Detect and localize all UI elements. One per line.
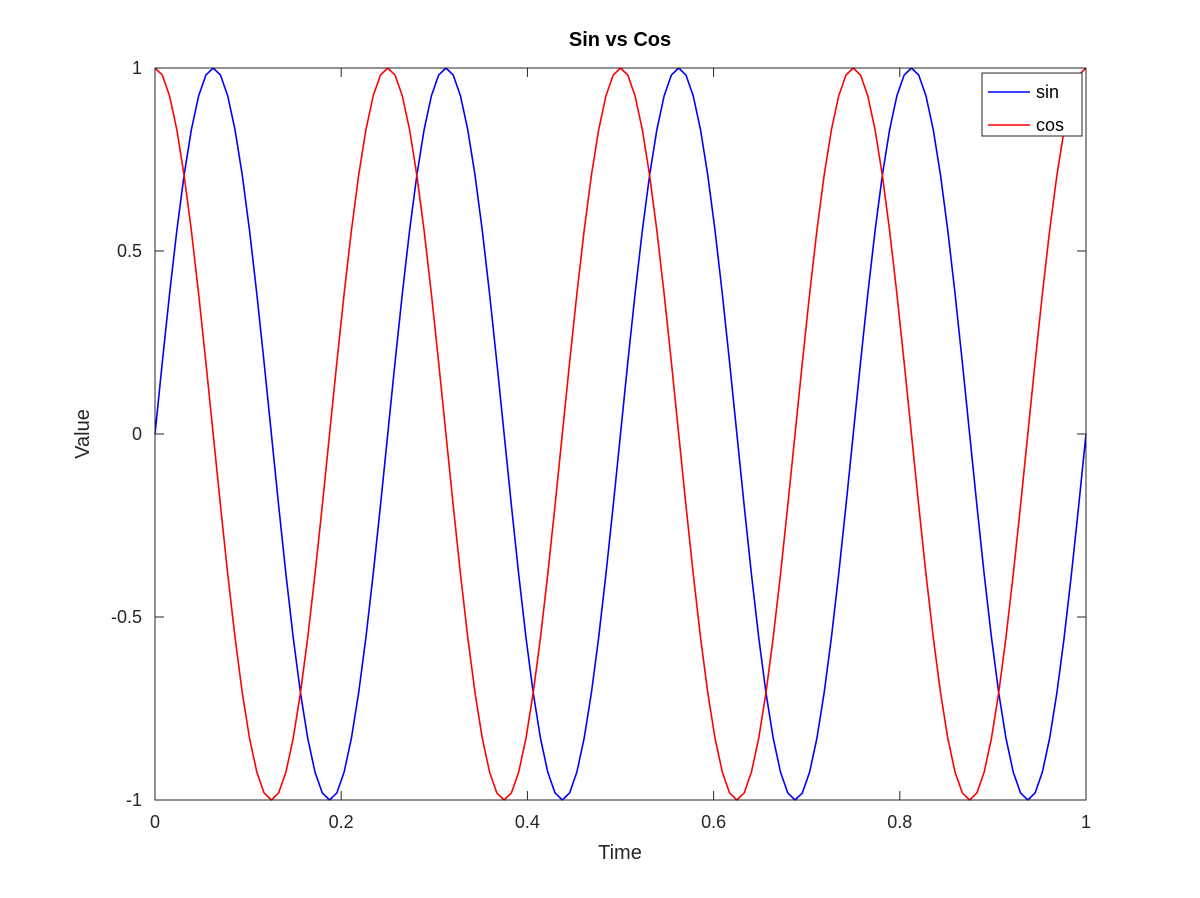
x-axis-label: Time: [598, 842, 642, 864]
y-tick-label: 0.5: [117, 241, 142, 261]
y-tick-label: -1: [126, 790, 142, 810]
x-tick-label: 0.2: [329, 812, 354, 832]
legend-label-cos: cos: [1036, 115, 1064, 135]
x-tick-label: 0: [150, 812, 160, 832]
axes-frame: [154, 67, 1087, 801]
x-tick-label: 0.6: [701, 812, 726, 832]
series-line-sin: [154, 67, 1087, 801]
tick-labels: 0 0.2 0.4 0.6 0.8 1 -1 -0.5 0 0.5 1: [111, 58, 1091, 832]
y-tick-label: 0: [132, 424, 142, 444]
x-tick-label: 0.4: [515, 812, 540, 832]
y-axis-label: Value: [72, 409, 94, 459]
x-tick-label: 0.8: [887, 812, 912, 832]
x-tick-label: 1: [1081, 812, 1091, 832]
y-tick-label: -0.5: [111, 607, 142, 627]
legend: sin cos: [981, 72, 1083, 137]
legend-label-sin: sin: [1036, 82, 1059, 102]
legend-box: [981, 72, 1083, 137]
chart-title: Sin vs Cos: [569, 29, 671, 51]
y-tick-label: 1: [132, 58, 142, 78]
